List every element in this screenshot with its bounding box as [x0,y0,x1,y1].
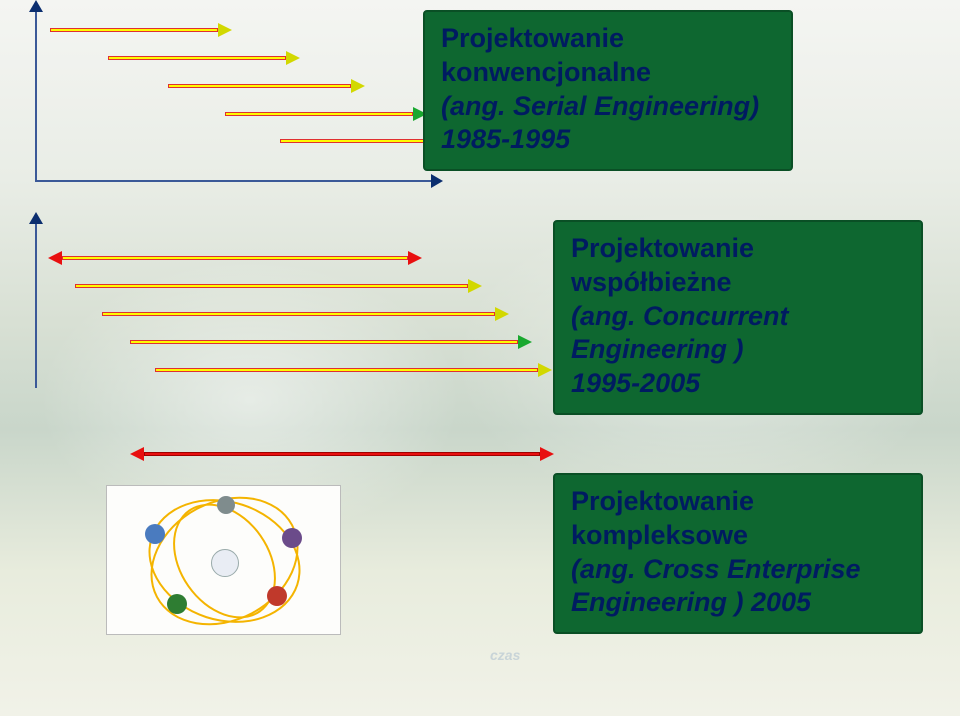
chart2-axis-v [35,222,37,388]
panel3-line3b: Engineering ) 2005 [571,586,905,620]
panel2-line3b: Engineering ) [571,333,905,367]
arrow [168,81,363,91]
panel-cross-enterprise: Projektowanie kompleksowe (ang. Cross En… [553,473,923,634]
chart1-axis-h-tip [431,174,443,188]
arrow [102,309,507,319]
panel1-line4: 1985-1995 [441,123,775,157]
arrow [155,365,550,375]
panel1-line1: Projektowanie [441,22,775,56]
panel3-line2: kompleksowe [571,519,905,553]
chart1-axis-v-tip [29,0,43,12]
arrow [75,281,480,291]
arrow [50,253,420,263]
arrow [130,337,530,347]
smarteam-image [106,485,341,635]
chart1-axis-h [35,180,433,182]
panel2-line2: współbieżne [571,266,905,300]
arrow [132,449,552,459]
arrow [225,109,425,119]
panel-concurrent-engineering: Projektowanie współbieżne (ang. Concurre… [553,220,923,415]
czas-label: czas [490,647,520,663]
chart2-axis-v-tip [29,212,43,224]
panel2-line1: Projektowanie [571,232,905,266]
arrow [50,25,230,35]
panel1-line3: (ang. Serial Engineering) [441,90,775,124]
chart1-axis-v [35,10,37,182]
panel-serial-engineering: Projektowanie konwencjonalne (ang. Seria… [423,10,793,171]
panel3-line3: (ang. Cross Enterprise [571,553,905,587]
panel2-line3: (ang. Concurrent [571,300,905,334]
stage: Projektowanie konwencjonalne (ang. Seria… [0,0,960,716]
panel3-line1: Projektowanie [571,485,905,519]
panel2-line4: 1995-2005 [571,367,905,401]
panel1-line2: konwencjonalne [441,56,775,90]
arrow [108,53,298,63]
